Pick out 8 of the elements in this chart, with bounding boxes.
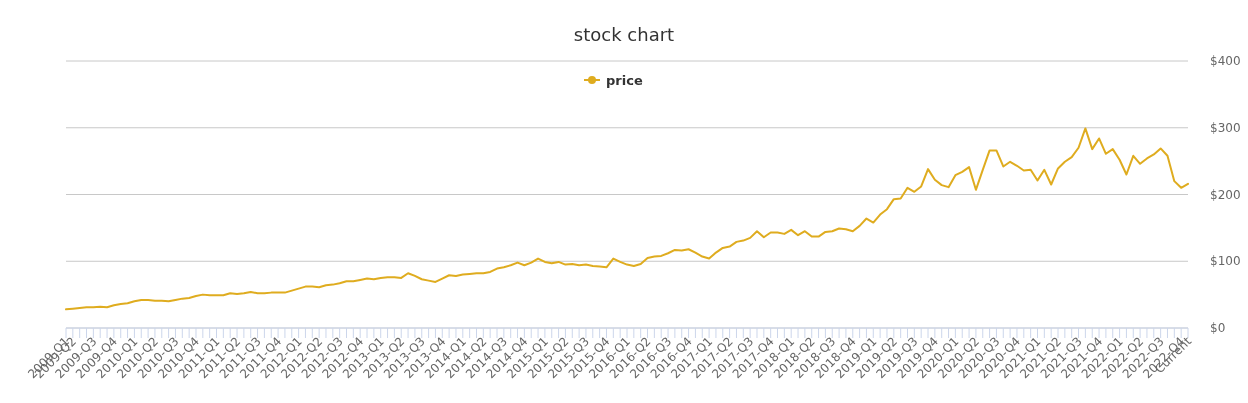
- y-tick-label: $300: [1210, 120, 1241, 135]
- chart-title: stock chart: [573, 24, 675, 45]
- legend-label: price: [606, 72, 643, 88]
- y-tick-label: $200: [1210, 187, 1241, 202]
- line-series: [65, 127, 1189, 311]
- y-tick-label: $0: [1210, 321, 1226, 336]
- y-tick-label: $400: [1210, 54, 1241, 69]
- y-tick-label: $100: [1210, 254, 1241, 269]
